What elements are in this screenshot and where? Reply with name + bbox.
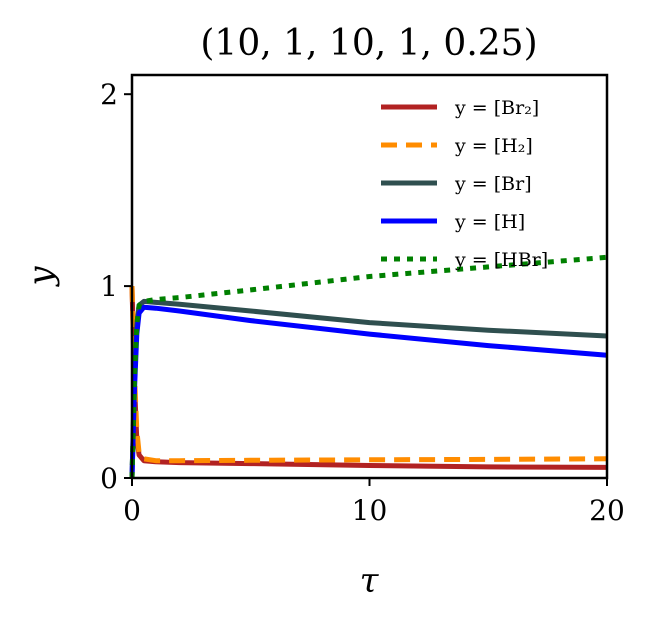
series-line-1	[129, 286, 608, 464]
legend-label-0: y = [Br₂]	[454, 97, 539, 119]
series-line-3	[129, 304, 608, 479]
ticks-group: 0 10 20 0 1 2	[100, 78, 625, 527]
legend-label-1: y = [H₂]	[454, 135, 533, 157]
series-line-4	[129, 254, 608, 479]
chart-title: (10, 1, 10, 1, 0.25)	[200, 23, 537, 64]
x-tick-label: 0	[123, 494, 141, 527]
legend-label-4: y = [HBr]	[454, 249, 548, 271]
y-axis-label: y	[21, 266, 61, 288]
legend-label-2: y = [Br]	[454, 173, 532, 195]
x-tick-label: 10	[352, 494, 388, 527]
series-group	[129, 254, 608, 479]
y-tick-label: 0	[100, 462, 118, 495]
x-axis-label: τ	[360, 561, 380, 601]
y-tick-label: 2	[100, 78, 118, 111]
legend-label-3: y = [H]	[454, 211, 525, 233]
y-tick-label: 1	[100, 270, 118, 303]
legend: y = [Br₂] y = [H₂] y = [Br] y = [H] y = [HBr…	[381, 97, 548, 271]
series-line-2	[129, 298, 608, 479]
x-tick-label: 20	[589, 494, 625, 527]
